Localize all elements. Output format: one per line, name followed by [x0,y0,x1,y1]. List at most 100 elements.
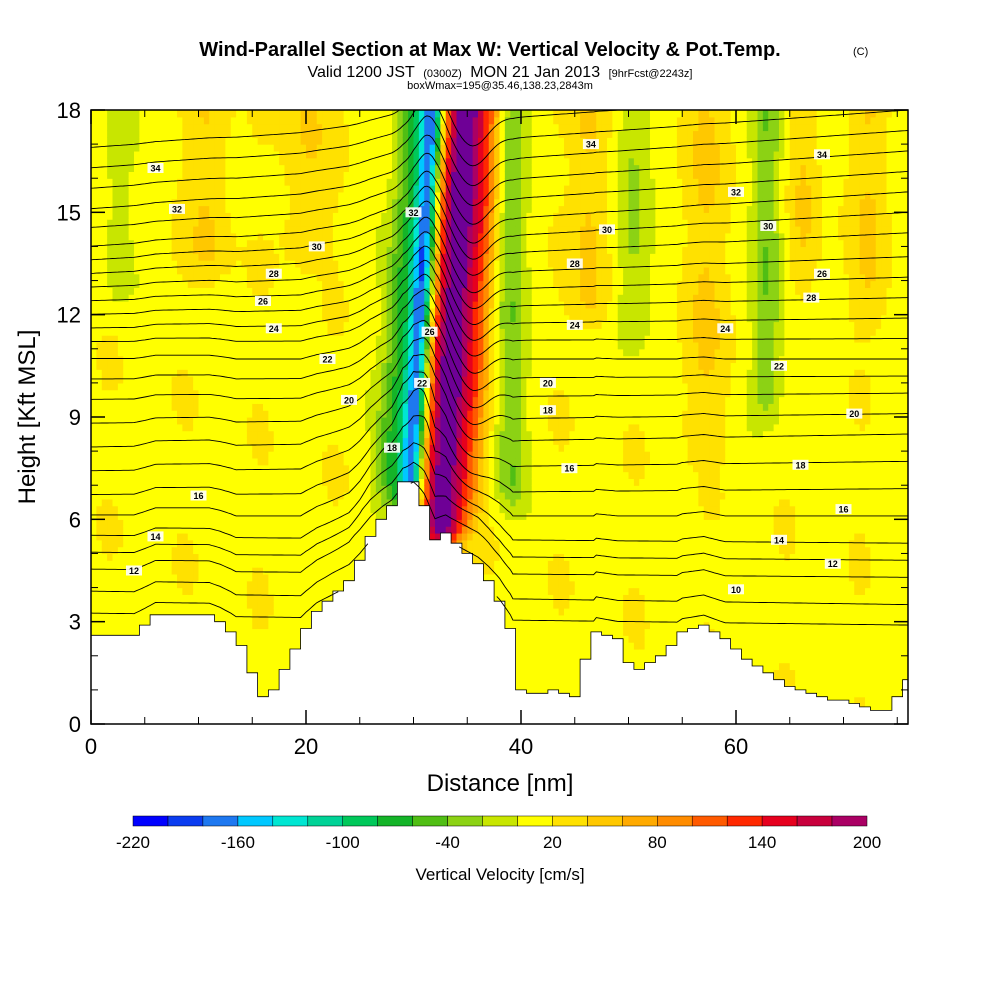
velocity-cell [338,471,345,479]
velocity-cell [236,621,243,630]
velocity-cell [236,314,243,323]
velocity-cell [155,417,162,425]
velocity-cell [327,157,334,166]
velocity-cell [225,239,232,248]
velocity-cell [252,601,259,609]
velocity-cell [177,341,183,350]
velocity-cell [193,116,200,125]
velocity-cell [273,212,280,220]
velocity-cell [343,321,350,329]
velocity-cell [236,273,243,282]
velocity-cell [187,376,194,384]
velocity-cell [220,430,226,439]
velocity-cell [370,348,377,357]
velocity-cell [112,294,119,302]
velocity-cell [209,382,216,391]
velocity-cell [257,157,264,166]
velocity-cell [198,185,205,193]
velocity-cell [203,185,210,193]
velocity-cell [96,260,103,268]
velocity-cell [311,403,318,411]
velocity-cell [257,505,264,514]
velocity-cell [241,601,248,609]
velocity-cell [279,212,286,220]
velocity-cell [96,171,103,179]
velocity-cell [107,150,114,159]
velocity-cell [193,287,200,295]
velocity-cell [295,287,302,295]
velocity-cell [252,164,259,172]
velocity-cell [252,280,259,288]
velocity-cell [230,191,237,200]
velocity-cell [381,191,388,200]
velocity-cell [166,567,173,575]
velocity-cell [327,314,334,323]
velocity-cell [160,260,167,268]
velocity-cell [209,430,216,439]
velocity-cell [295,191,302,200]
velocity-cell [144,137,151,145]
velocity-cell [193,355,200,364]
velocity-cell [279,621,286,630]
velocity-cell [203,205,210,213]
velocity-cell [160,546,167,555]
velocity-cell [220,423,226,432]
velocity-cell [187,328,194,336]
velocity-cell [252,198,259,207]
velocity-cell [375,123,382,132]
velocity-cell [349,512,355,520]
velocity-cell [252,594,259,602]
velocity-cell [112,423,119,432]
velocity-cell [214,355,221,364]
velocity-cell [381,116,388,125]
velocity-cell [306,471,312,479]
velocity-cell [316,266,323,275]
velocity-cell [246,601,253,609]
velocity-cell [91,430,97,439]
velocity-cell [300,260,307,268]
velocity-cell [322,410,329,418]
velocity-cell [370,505,377,514]
velocity-cell [257,662,264,671]
velocity-cell [160,191,167,200]
velocity-cell [246,280,253,288]
velocity-cell [375,246,382,254]
velocity-cell [128,150,135,159]
velocity-cell [198,437,205,445]
velocity-cell [284,519,291,527]
velocity-cell [182,110,189,118]
velocity-cell [343,382,350,391]
velocity-cell [338,560,345,568]
velocity-cell [295,376,302,384]
velocity-cell [139,239,146,248]
velocity-cell [306,519,312,527]
velocity-cell [311,573,318,582]
velocity-cell [338,478,345,486]
velocity-cell [241,123,248,132]
velocity-cell [112,485,119,493]
velocity-cell [171,164,178,172]
velocity-cell [123,457,130,466]
velocity-cell [107,341,114,350]
velocity-cell [144,601,151,609]
velocity-cell [246,485,253,493]
velocity-cell [155,123,162,132]
velocity-cell [220,355,226,364]
velocity-cell [101,355,108,364]
velocity-cell [236,601,243,609]
velocity-cell [273,587,280,595]
velocity-cell [289,280,296,288]
velocity-cell [300,341,307,350]
velocity-cell [171,417,178,425]
velocity-cell [316,171,323,179]
velocity-cell [198,560,205,568]
velocity-cell [96,478,103,486]
velocity-cell [246,410,253,418]
velocity-cell [236,123,243,132]
velocity-cell [236,485,243,493]
velocity-cell [236,205,243,213]
velocity-cell [187,171,194,179]
velocity-cell [123,437,130,445]
velocity-cell [375,116,382,125]
velocity-cell [365,287,372,295]
